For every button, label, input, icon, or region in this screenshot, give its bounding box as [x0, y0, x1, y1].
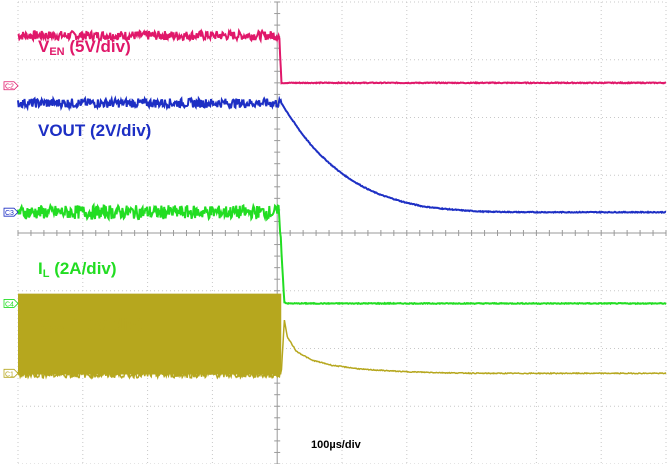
label-il-main: I — [38, 259, 43, 278]
channel-marker-shape — [3, 299, 19, 308]
label-vout: VOUT (2V/div) — [38, 121, 151, 140]
vsw-switching-burst — [18, 293, 282, 375]
trace-c2-0 — [17, 27, 667, 85]
label-vsw-sub: SW — [49, 324, 67, 336]
channel-marker-shape — [3, 368, 19, 378]
label-ven-rest: (5V/div) — [65, 37, 131, 56]
label-ven-main: V — [38, 37, 50, 56]
label-vsw: VSW (10V/div) — [38, 315, 143, 336]
channel-marker-text: C2 — [5, 84, 14, 91]
traces — [17, 27, 667, 380]
label-vout-main: VOUT (2V/div) — [38, 121, 151, 140]
trace-c2-1 — [17, 95, 667, 215]
channel-marker-shape — [3, 81, 19, 91]
channel-marker-text: C3 — [5, 210, 14, 217]
channel-marker-text: C4 — [5, 301, 14, 308]
channel-markers: C2 C3 C4 C1 — [3, 81, 19, 378]
trace-line — [17, 27, 667, 85]
trace-c1-3 — [17, 293, 667, 380]
label-il: IL (2A/div) — [38, 259, 117, 280]
channel-marker-shape — [3, 207, 19, 217]
label-il-sub: L — [43, 268, 50, 280]
trace-line — [17, 202, 667, 306]
channel-marker-text: C1 — [5, 371, 14, 378]
trace-line — [17, 95, 667, 215]
label-il-rest: (2A/div) — [49, 259, 116, 278]
label-ven: VEN (5V/div) — [38, 37, 131, 58]
label-vsw-main: V — [38, 315, 50, 334]
trace-line — [17, 319, 667, 380]
label-ven-sub: EN — [49, 46, 64, 58]
trace-c3-2 — [17, 202, 667, 306]
label-vsw-rest: (10V/div) — [67, 315, 143, 334]
timebase-label: 100µs/div — [311, 439, 362, 451]
